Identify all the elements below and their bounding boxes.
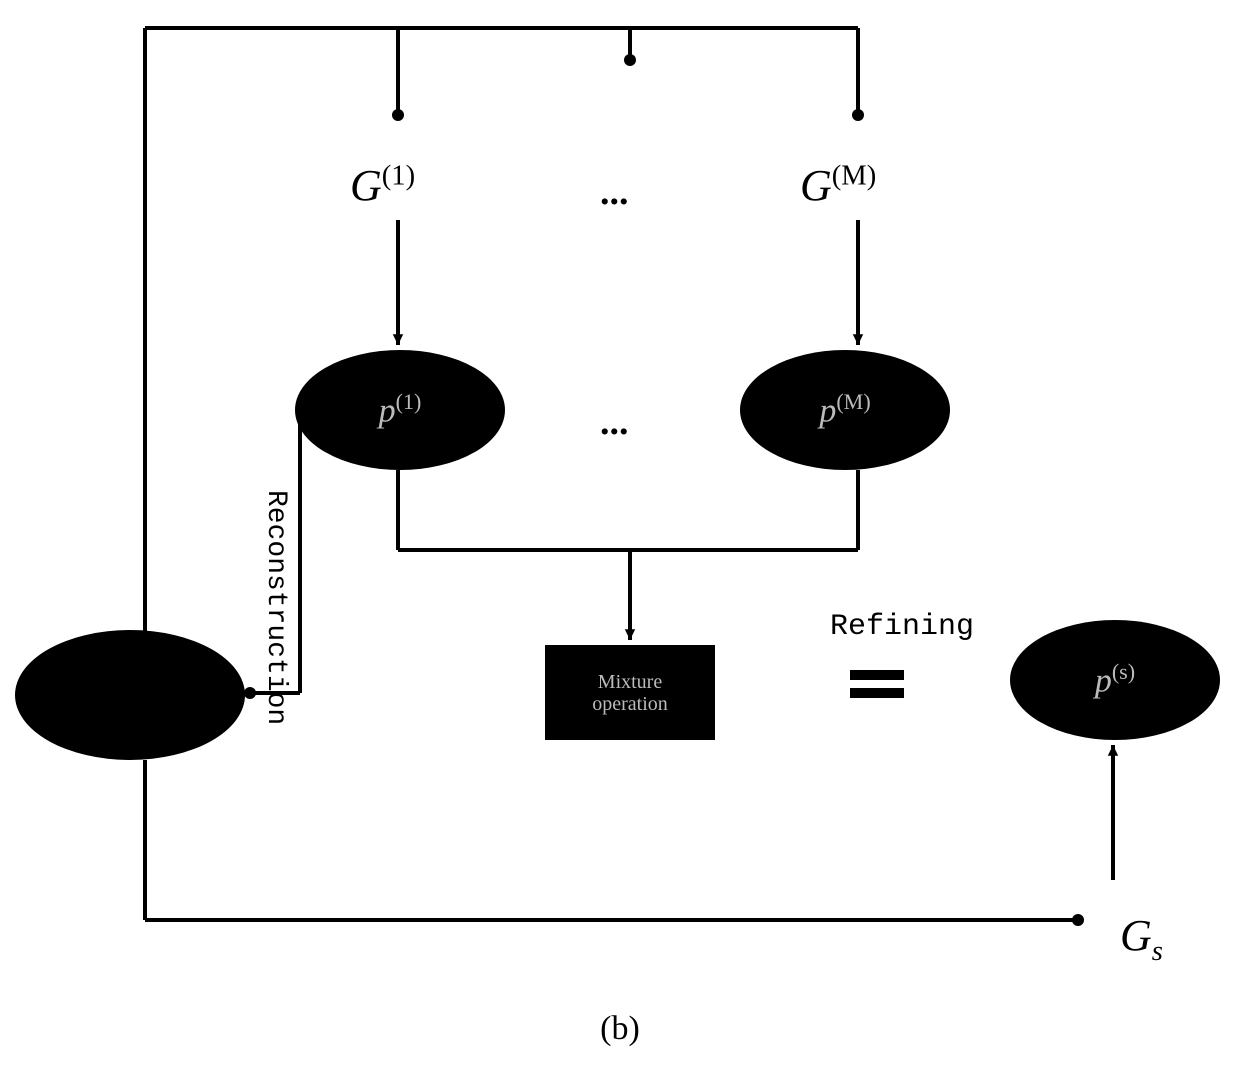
ellipse-pM: p(M)	[740, 350, 950, 470]
mixture-label: Mixture operation	[592, 671, 668, 715]
dots-top: ...	[600, 170, 629, 214]
gM-sup: (M)	[832, 160, 876, 191]
g1-base: G	[350, 161, 382, 210]
ellipse-ps: p(s)	[1010, 620, 1220, 740]
p1-label: p(1)	[379, 389, 422, 430]
mixture-l1: Mixture	[592, 671, 668, 693]
eq-bar-top	[850, 670, 904, 680]
ps-base: p	[1095, 663, 1112, 700]
equals-sign	[850, 670, 904, 698]
pM-base: p	[819, 393, 836, 430]
ellipse-left	[15, 630, 245, 760]
ps-label: p(s)	[1095, 659, 1135, 700]
edges-layer	[0, 0, 1240, 1071]
p1-sup: (1)	[396, 389, 422, 414]
gs-sub: s	[1152, 936, 1163, 967]
gs-base: G	[1120, 911, 1152, 960]
rect-mixture: Mixture operation	[545, 645, 715, 740]
mixture-l2: operation	[592, 693, 668, 715]
pM-sup: (M)	[836, 389, 870, 414]
g1-sup: (1)	[382, 160, 415, 191]
label-gM: G(M)	[800, 160, 876, 211]
label-reconstruction: Reconstruction	[260, 490, 291, 725]
p1-base: p	[379, 393, 396, 430]
label-g1: G(1)	[350, 160, 415, 211]
figure-caption: (b)	[0, 1010, 1240, 1048]
label-gs: Gs	[1120, 910, 1163, 968]
pM-label: p(M)	[819, 389, 870, 430]
eq-bar-bottom	[850, 688, 904, 698]
gM-base: G	[800, 161, 832, 210]
label-refining: Refining	[830, 610, 974, 644]
ps-sup: (s)	[1112, 659, 1135, 684]
ellipse-p1: p(1)	[295, 350, 505, 470]
diagram-canvas: G(1) G(M) ... p(1) p(M) ... Mixture oper…	[0, 0, 1240, 1071]
dots-mid: ...	[600, 400, 629, 444]
